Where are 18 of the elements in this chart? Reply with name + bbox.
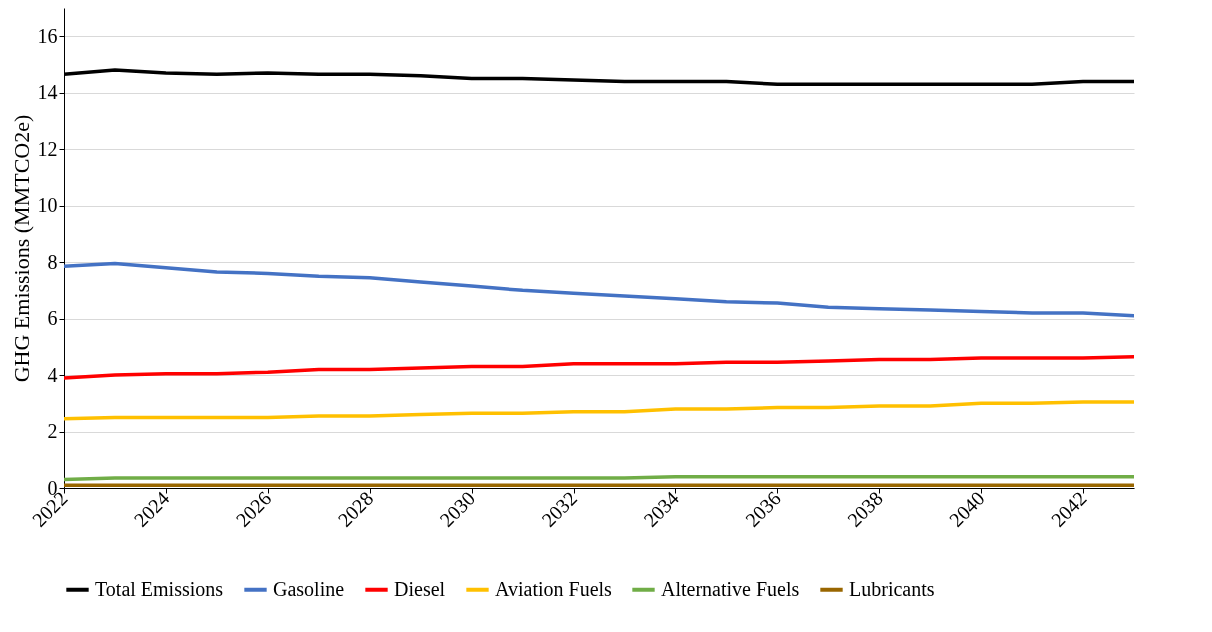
line-series — [64, 400, 1134, 421]
legend-label: Lubricants — [849, 577, 935, 600]
y-tick-label: 8 — [47, 250, 58, 273]
legend-label: Aviation Fuels — [495, 577, 613, 600]
y-tick-label: 2 — [47, 420, 58, 443]
y-tick-label: 14 — [37, 81, 58, 104]
line-series — [64, 261, 1134, 318]
line-series — [64, 354, 1134, 380]
legend-label: Total Emissions — [95, 577, 224, 600]
y-tick-label: 10 — [37, 194, 58, 217]
y-tick-label: 4 — [47, 363, 58, 386]
legend-label: Diesel — [394, 577, 446, 600]
y-tick-label: 6 — [47, 307, 58, 330]
y-axis-title: GHG Emissions (MMTCO2e) — [8, 114, 34, 383]
legend-label: Gasoline — [273, 577, 345, 600]
y-tick-label: 16 — [37, 24, 58, 47]
legend-label: Alternative Fuels — [661, 577, 800, 600]
y-tick-label: 12 — [37, 137, 58, 160]
